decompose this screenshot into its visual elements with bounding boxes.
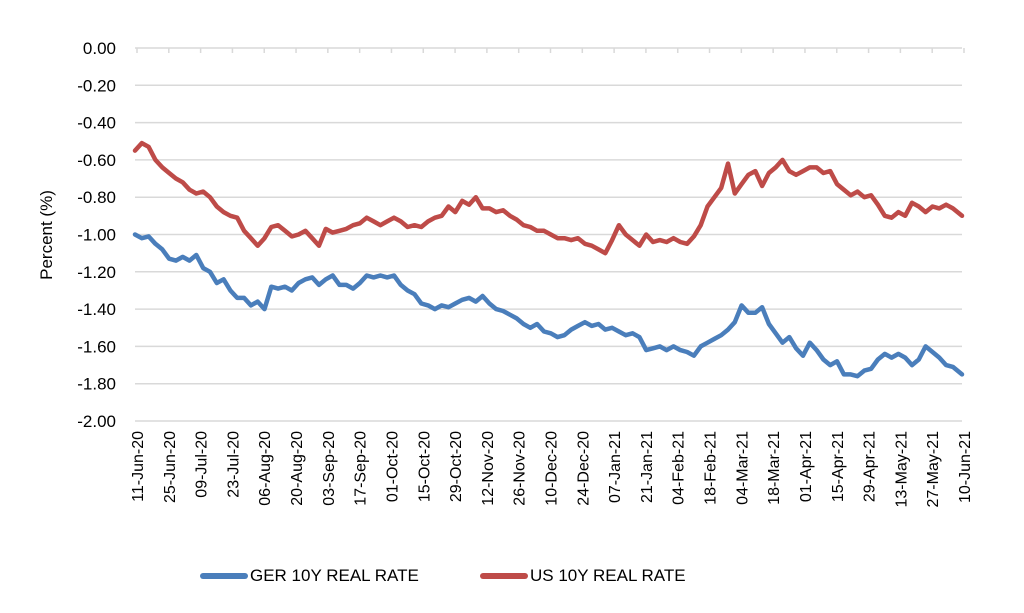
- y-tick-label: -1.20: [77, 263, 116, 282]
- legend-swatch-ger: [200, 573, 248, 579]
- y-tick-label: 0.00: [83, 39, 116, 58]
- y-tick-label: -1.60: [77, 337, 116, 356]
- line-chart: 0.00 -0.20 -0.40 -0.60 -0.80 -1.00 -1.20 -1.40 -…: [37, 39, 974, 508]
- y-tick-label: -0.80: [77, 188, 116, 207]
- x-tick-label: 03-Sep-20: [321, 431, 338, 506]
- x-tick-label: 29-Apr-21: [862, 431, 879, 502]
- x-tick-label: 09-Jul-20: [194, 431, 211, 498]
- x-tick-label: 10-Dec-20: [544, 431, 561, 506]
- x-tick-label: 12-Nov-20: [480, 431, 497, 506]
- x-tick-label: 06-Aug-20: [257, 431, 274, 506]
- x-tick-label: 01-Apr-21: [798, 431, 815, 502]
- y-tick-label: -1.80: [77, 375, 116, 394]
- x-tick-label: 18-Mar-21: [766, 431, 783, 505]
- legend-swatch-us: [480, 573, 528, 579]
- x-axis: 11-Jun-20 25-Jun-20 09-Jul-20 23-Jul-20 06-A…: [130, 431, 974, 508]
- x-tick-label: 01-Oct-20: [384, 431, 401, 502]
- legend: GER 10Y REAL RATE US 10Y REAL RATE: [0, 565, 1024, 589]
- legend-item-ger[interactable]: GER 10Y REAL RATE: [200, 565, 419, 587]
- x-tick-label: 26-Nov-20: [512, 431, 529, 506]
- series-line-us-10y-real-rate: [132, 140, 965, 256]
- x-tick-label: 15-Apr-21: [830, 431, 847, 502]
- series-lines: [132, 140, 965, 379]
- x-tick-label: 24-Dec-20: [575, 431, 592, 506]
- x-tick-label: 04-Mar-21: [734, 431, 751, 505]
- x-tick-label: 17-Sep-20: [353, 431, 370, 506]
- x-tick-label: 15-Oct-20: [416, 431, 433, 502]
- series-line-ger-10y-real-rate: [132, 232, 965, 379]
- x-tick-label: 20-Aug-20: [289, 431, 306, 506]
- x-tick-label: 18-Feb-21: [703, 431, 720, 505]
- y-tick-label: -2.00: [77, 412, 116, 431]
- x-tick-label: 29-Oct-20: [448, 431, 465, 502]
- y-axis-title: Percent (%): [37, 190, 56, 280]
- x-tick-label: 13-May-21: [893, 431, 910, 508]
- x-tick-label: 11-Jun-20: [130, 431, 147, 502]
- x-tick-label: 25-Jun-20: [162, 431, 179, 503]
- y-axis: 0.00 -0.20 -0.40 -0.60 -0.80 -1.00 -1.20 -1.40 -…: [77, 39, 116, 431]
- y-tick-label: -0.60: [77, 151, 116, 170]
- x-tick-label: 10-Jun-21: [957, 431, 974, 503]
- x-tick-label: 07-Jan-21: [607, 431, 624, 503]
- x-tick-label: 04-Feb-21: [671, 431, 688, 505]
- y-tick-label: -1.00: [77, 226, 116, 245]
- legend-label-us: US 10Y REAL RATE: [530, 566, 686, 585]
- y-tick-label: -0.20: [77, 76, 116, 95]
- legend-item-us[interactable]: US 10Y REAL RATE: [480, 565, 686, 587]
- x-axis-tick-marks: [136, 48, 965, 53]
- y-tick-label: -0.40: [77, 114, 116, 133]
- x-tick-label: 21-Jan-21: [639, 431, 656, 503]
- y-tick-label: -1.40: [77, 300, 116, 319]
- x-tick-label: 23-Jul-20: [225, 431, 242, 498]
- legend-label-ger: GER 10Y REAL RATE: [250, 566, 419, 585]
- x-tick-label: 27-May-21: [925, 431, 942, 508]
